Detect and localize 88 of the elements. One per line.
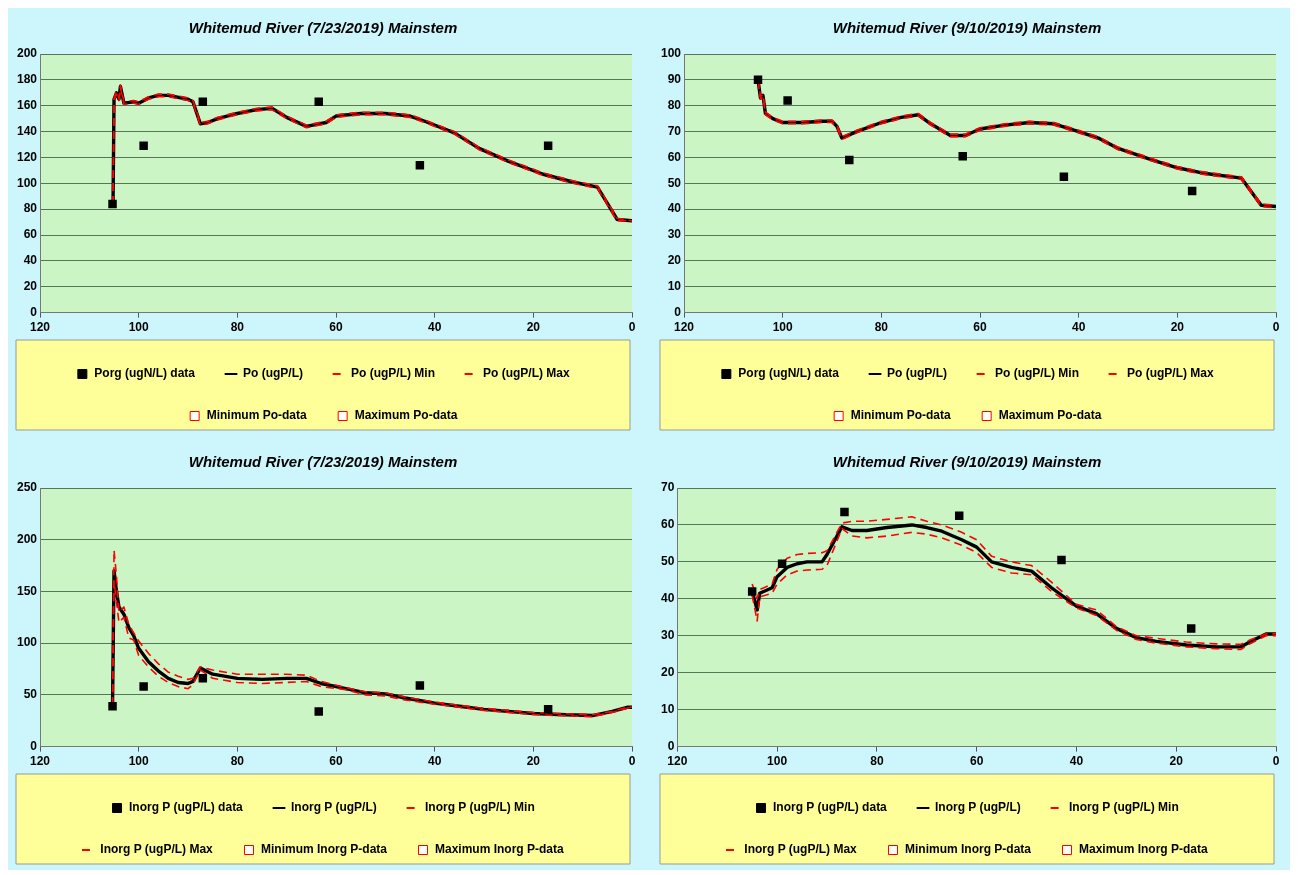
legend-label: Po (ugP/L) Min [995, 366, 1079, 381]
x-tick-label: 80 [230, 754, 245, 769]
legend-label: Inorg P (ugP/L) Max [744, 842, 858, 857]
y-tick-label: 100 [16, 175, 38, 190]
x-tick-label: 0 [1272, 754, 1280, 769]
x-tick-label: 40 [427, 320, 442, 335]
y-tick-label: 10 [667, 279, 682, 294]
y-tick-label: 120 [16, 149, 38, 164]
y-tick-label: 0 [30, 738, 38, 753]
x-tick-label: 20 [1169, 754, 1184, 769]
legend-label: Maximum Inorg P-data [1078, 842, 1208, 857]
x-tick-label: 80 [230, 320, 245, 335]
y-tick-label: 40 [667, 201, 682, 216]
y-tick-label: 150 [16, 583, 38, 598]
legend-label: Inorg P (ugP/L) data [129, 800, 244, 815]
y-tick-label: 20 [667, 253, 682, 268]
legend-label: Minimum Po-data [850, 408, 951, 423]
x-tick-label: 80 [870, 754, 884, 769]
y-tick-label: 70 [667, 123, 682, 138]
y-tick-label: 20 [660, 665, 675, 680]
legend-label: Inorg P (ugP/L) [291, 800, 377, 815]
y-tick-label: 0 [667, 738, 675, 753]
chart-title: Whitemud River (9/10/2019) Mainstem [832, 453, 1102, 471]
legend-label: Maximum Po-data [998, 408, 1102, 423]
legend-label: Minimum Po-data [206, 408, 307, 423]
legend-label: Inorg P (ugP/L) Min [1069, 800, 1179, 815]
y-tick-label: 200 [16, 46, 38, 61]
x-tick-label: 20 [526, 320, 541, 335]
y-tick-label: 100 [16, 635, 38, 650]
y-tick-label: 60 [660, 517, 675, 532]
y-tick-label: 0 [674, 304, 682, 319]
y-tick-label: 20 [23, 279, 38, 294]
y-tick-label: 250 [16, 480, 38, 495]
x-tick-label: 100 [772, 320, 794, 335]
legend-label: Po (ugP/L) Min [351, 366, 435, 381]
y-tick-label: 10 [660, 701, 675, 716]
chart-title: Whitemud River (9/10/2019) Mainstem [832, 19, 1102, 37]
legend-label: Porg (ugN/L) data [738, 366, 840, 381]
chart-title: Whitemud River (7/23/2019) Mainstem [188, 453, 458, 471]
x-tick-label: 20 [526, 754, 541, 769]
x-tick-label: 0 [628, 754, 636, 769]
x-tick-label: 100 [767, 754, 788, 769]
x-tick-label: 40 [1071, 320, 1086, 335]
legend-label: Po (ugP/L) Max [1126, 366, 1214, 381]
x-tick-label: 0 [628, 320, 636, 335]
legend-label: Minimum Inorg P-data [904, 842, 1032, 857]
legend-label: Po (ugP/L) Max [482, 366, 570, 381]
y-tick-label: 200 [16, 532, 38, 547]
y-tick-label: 0 [30, 304, 38, 319]
legend-label: Po (ugP/L) [243, 366, 304, 381]
y-tick-label: 50 [23, 687, 38, 702]
x-tick-label: 80 [874, 320, 889, 335]
x-tick-label: 40 [427, 754, 442, 769]
y-tick-label: 30 [667, 227, 682, 242]
x-tick-label: 40 [1069, 754, 1084, 769]
legend-label: Po (ugP/L) [887, 366, 948, 381]
legend-label: Porg (ugN/L) data [94, 366, 196, 381]
x-tick-label: 60 [329, 320, 343, 335]
y-tick-label: 50 [667, 175, 682, 190]
x-tick-label: 60 [969, 754, 984, 769]
y-tick-label: 60 [667, 149, 682, 164]
x-tick-label: 60 [973, 320, 987, 335]
y-tick-label: 30 [660, 628, 675, 643]
y-tick-label: 180 [16, 72, 38, 87]
y-tick-label: 40 [23, 253, 38, 268]
legend-label: Inorg P (ugP/L) Max [100, 842, 214, 857]
y-tick-label: 60 [23, 227, 38, 242]
y-tick-label: 80 [23, 201, 38, 216]
x-tick-label: 100 [128, 320, 150, 335]
legend-label: Inorg P (ugP/L) Min [425, 800, 535, 815]
x-tick-label: 0 [1272, 320, 1280, 335]
legend-label: Maximum Po-data [354, 408, 458, 423]
legend-label: Inorg P (ugP/L) [935, 800, 1021, 815]
legend-label: Inorg P (ugP/L) data [773, 800, 888, 815]
legend-label: Maximum Inorg P-data [434, 842, 564, 857]
y-tick-label: 70 [660, 480, 675, 495]
y-tick-label: 160 [16, 98, 38, 113]
y-tick-label: 40 [660, 591, 675, 606]
x-tick-label: 100 [128, 754, 150, 769]
y-tick-label: 140 [16, 123, 38, 138]
legend-label: Minimum Inorg P-data [260, 842, 388, 857]
x-tick-label: 60 [329, 754, 343, 769]
y-tick-label: 100 [660, 46, 682, 61]
y-tick-label: 80 [667, 98, 682, 113]
x-tick-label: 20 [1170, 320, 1185, 335]
y-tick-label: 90 [667, 72, 682, 87]
chart-title: Whitemud River (7/23/2019) Mainstem [188, 19, 458, 37]
y-tick-label: 50 [660, 554, 675, 569]
